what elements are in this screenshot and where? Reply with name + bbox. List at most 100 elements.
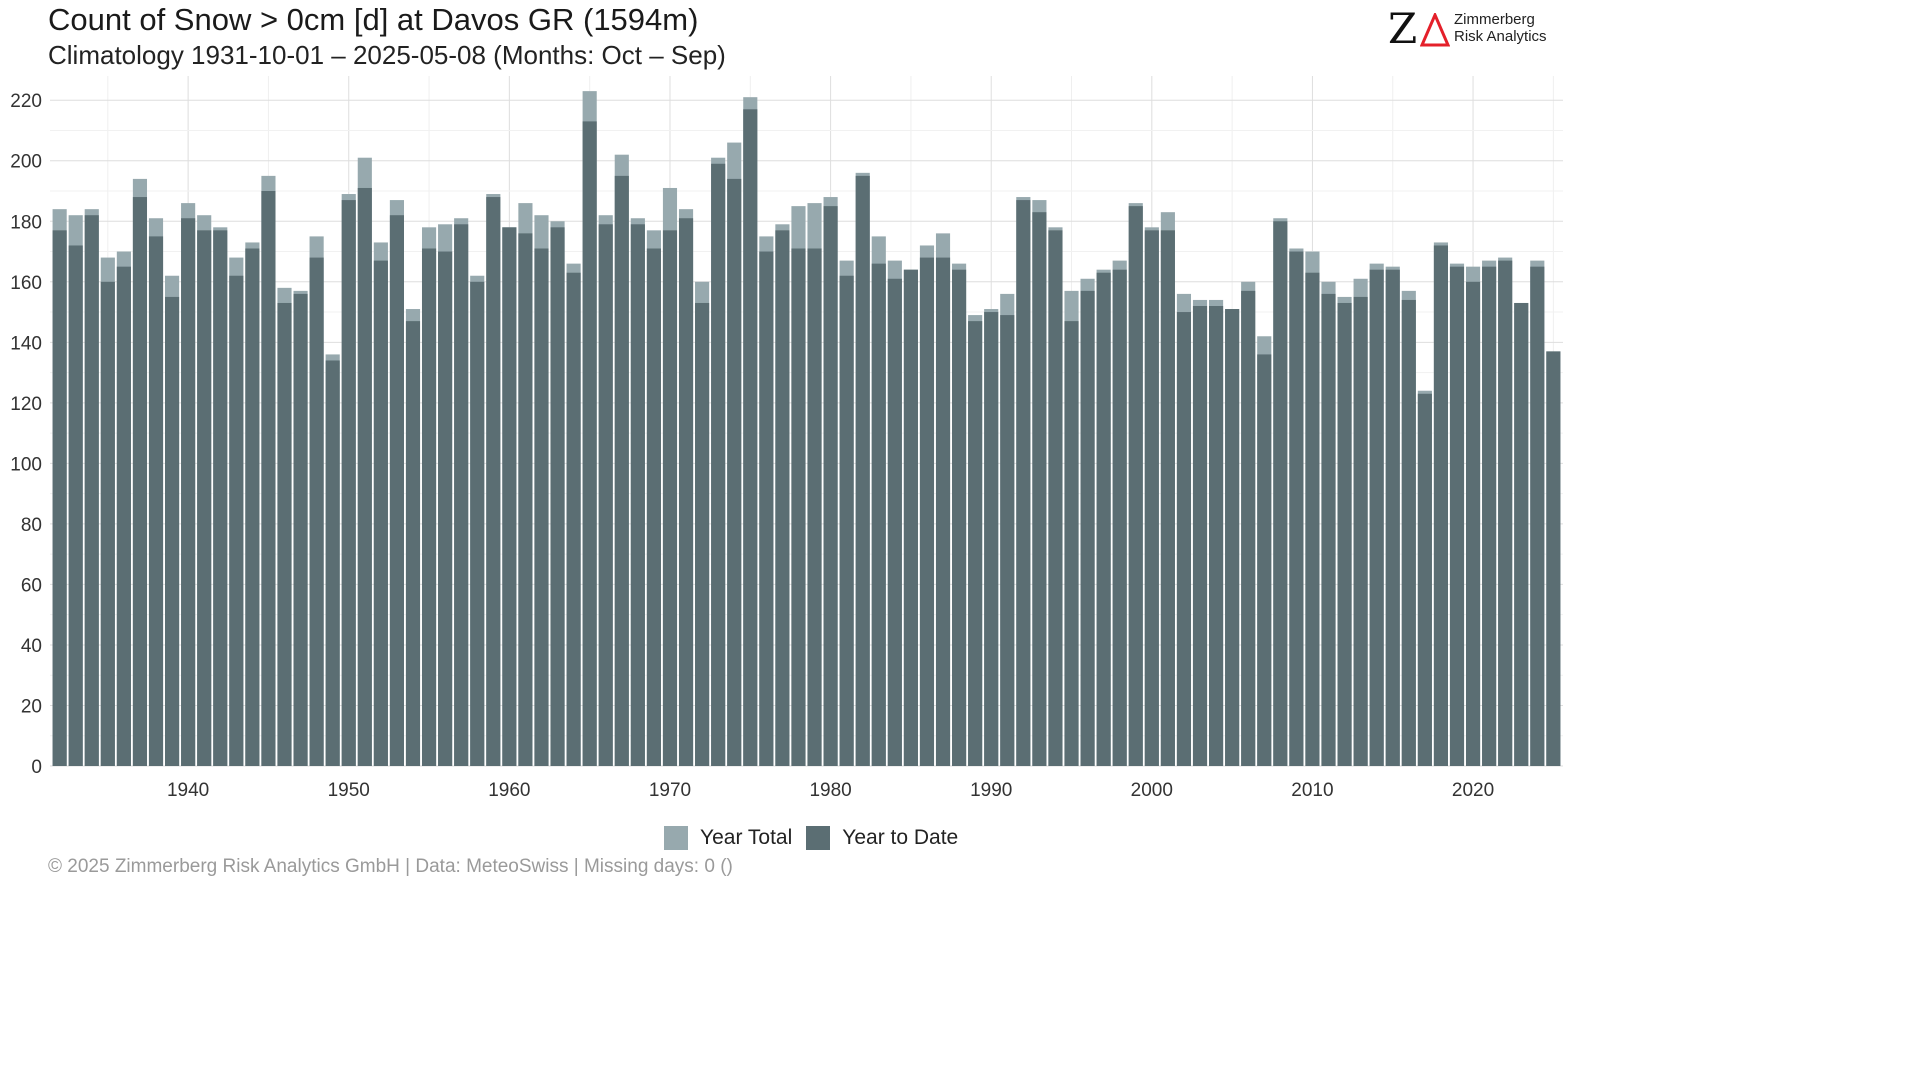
bar-year-to-date-1949	[325, 360, 340, 766]
bar-year-to-date-1932	[52, 230, 67, 766]
bar-year-to-date-1937	[132, 197, 148, 767]
legend-item-year-total: Year Total	[664, 826, 792, 850]
logo-z-mark: Z	[1388, 4, 1418, 53]
bar-year-to-date-2022	[1498, 260, 1513, 766]
legend-label-year-to-date: Year to Date	[842, 826, 959, 849]
y-tick-label: 200	[10, 152, 42, 173]
logo-line-1: Zimmerberg	[1454, 11, 1535, 28]
chart-subtitle: Climatology 1931-10-01 – 2025-05-08 (Mon…	[48, 40, 726, 70]
bar-year-to-date-1978	[791, 248, 806, 766]
bar-year-to-date-1979	[807, 248, 822, 766]
bar-year-to-date-1984	[887, 278, 902, 766]
y-tick-label: 160	[10, 273, 42, 294]
logo-delta-shape	[1420, 13, 1450, 47]
bar-year-to-date-1999	[1128, 206, 1143, 766]
chart-title: Count of Snow > 0cm [d] at Davos GR (159…	[48, 2, 699, 37]
bar-year-to-date-1934	[84, 215, 99, 767]
bar-year-to-date-1944	[245, 248, 260, 766]
y-axis-tick-labels: 0 20 40 60 80 100 120 140 160 180 200 220	[10, 91, 42, 778]
bar-year-to-date-1982	[855, 175, 870, 767]
bar-year-to-date-1947	[293, 293, 308, 766]
bar-year-to-date-1975	[743, 109, 758, 766]
bar-year-to-date-1960	[502, 227, 517, 766]
bar-year-to-date-1950	[341, 200, 356, 766]
bar-year-to-date-1939	[165, 296, 180, 766]
y-tick-label: 80	[21, 515, 42, 536]
bar-year-to-date-1962	[534, 248, 549, 766]
bar-year-to-date-2005	[1225, 309, 1240, 766]
bar-year-to-date-1946	[277, 302, 292, 766]
bar-year-to-date-1985	[903, 269, 918, 766]
y-tick-label: 40	[21, 636, 42, 657]
bar-year-to-date-1988	[952, 269, 967, 766]
bar-year-to-date-1973	[711, 163, 726, 766]
bar-year-to-date-2007	[1257, 354, 1272, 766]
bar-year-to-date-2008	[1273, 221, 1288, 766]
bar-year-to-date-1983	[871, 263, 886, 766]
y-tick-label: 100	[10, 454, 42, 475]
bar-year-to-date-1933	[68, 245, 83, 766]
bar-year-to-date-2004	[1209, 306, 1224, 766]
bar-year-to-date-1964	[566, 272, 581, 766]
bar-year-to-date-2018	[1433, 245, 1448, 766]
y-tick-label: 140	[10, 333, 42, 354]
legend-item-year-to-date: Year to Date	[806, 826, 958, 850]
bar-year-to-date-1963	[550, 227, 565, 766]
x-tick-label: 2020	[1452, 780, 1494, 801]
bar-chart: 0 20 40 60 80 100 120 140 160 180 200 220 1940 1950 1…	[10, 76, 1563, 801]
bar-year-to-date-2012	[1337, 302, 1352, 766]
y-tick-label: 120	[10, 394, 42, 415]
bar-year-to-date-2003	[1192, 306, 1208, 766]
bar-year-to-date-1976	[759, 251, 774, 767]
bar-year-to-date-2014	[1369, 269, 1384, 766]
bar-year-to-date-1956	[438, 251, 453, 767]
bar-year-to-date-2000	[1144, 230, 1159, 766]
bar-year-to-date-1997	[1096, 272, 1111, 766]
x-tick-label: 2010	[1291, 780, 1333, 801]
bar-year-to-date-1987	[935, 257, 951, 766]
bar-year-to-date-1957	[454, 224, 469, 766]
y-tick-label: 180	[10, 212, 42, 233]
bar-year-to-date-2013	[1353, 296, 1368, 766]
bar-year-to-date-1993	[1032, 212, 1047, 766]
bar-year-to-date-1971	[678, 218, 694, 767]
bar-year-to-date-1986	[919, 257, 935, 766]
bar-year-to-date-1942	[213, 230, 228, 766]
bar-year-to-date-2009	[1289, 251, 1304, 767]
chart-legend: Year Total Year to Date	[664, 826, 972, 850]
legend-swatch-year-total	[664, 826, 688, 850]
bar-year-to-date-1989	[968, 321, 983, 766]
bar-year-to-date-1970	[662, 230, 678, 766]
bar-year-to-date-1972	[695, 302, 710, 766]
legend-swatch-year-to-date	[806, 826, 831, 850]
bar-year-to-date-1996	[1080, 290, 1095, 766]
x-tick-label: 1950	[328, 780, 370, 801]
bar-year-to-date-2024	[1530, 266, 1545, 766]
x-tick-label: 1940	[167, 780, 209, 801]
y-tick-label: 60	[21, 575, 42, 596]
bar-year-to-date-2020	[1465, 281, 1481, 766]
bar-year-to-date-2001	[1160, 230, 1175, 766]
bar-year-to-date-1951	[357, 187, 372, 766]
y-tick-label: 20	[21, 696, 42, 717]
bar-year-to-date-2006	[1241, 290, 1256, 766]
bar-year-to-date-1955	[421, 248, 437, 766]
bar-year-to-date-1968	[630, 224, 645, 766]
y-tick-label: 220	[10, 91, 42, 112]
bar-year-to-date-1991	[1000, 315, 1015, 766]
bars	[52, 91, 1561, 767]
bar-year-to-date-2010	[1305, 272, 1320, 766]
y-tick-label: 0	[31, 757, 42, 778]
bar-year-to-date-1974	[727, 178, 742, 767]
bar-year-to-date-1943	[229, 275, 244, 766]
bar-year-to-date-2019	[1449, 266, 1465, 766]
bar-year-to-date-1940	[181, 218, 196, 767]
bar-year-to-date-2002	[1176, 312, 1192, 766]
bar-year-to-date-2016	[1401, 299, 1416, 766]
logo-line-2: Risk Analytics	[1454, 28, 1547, 45]
bar-year-to-date-1998	[1112, 269, 1127, 766]
x-tick-label: 1990	[970, 780, 1012, 801]
x-tick-label: 2000	[1131, 780, 1173, 801]
bar-year-to-date-2015	[1385, 269, 1400, 766]
bar-year-to-date-1958	[470, 281, 485, 766]
